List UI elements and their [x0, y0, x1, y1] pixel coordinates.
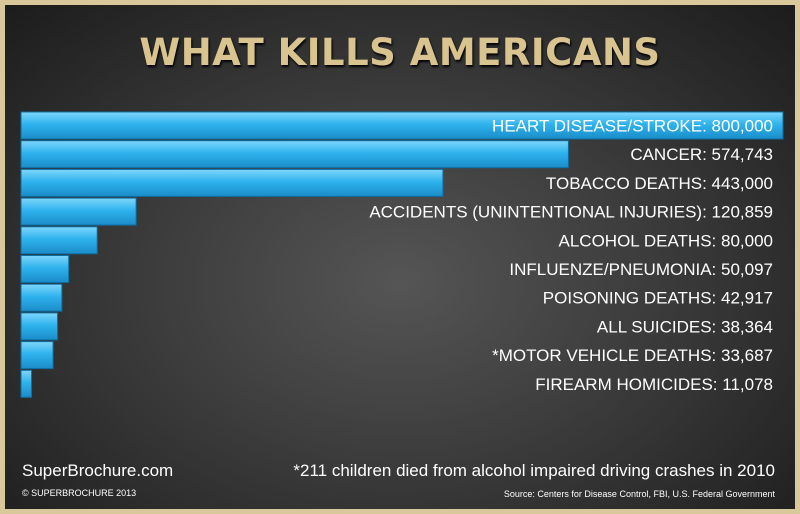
- bar-label-7: ALL SUICIDES: 38,364: [597, 317, 773, 336]
- bar-label-3: ACCIDENTS (UNINTENTIONAL INJURIES): 120,…: [369, 203, 773, 222]
- bar-label-4: ALCOHOL DEATHS: 80,000: [559, 231, 773, 250]
- bar-label-2: TOBACCO DEATHS: 443,000: [546, 174, 773, 193]
- bar-label-8: *MOTOR VEHICLE DEATHS: 33,687: [492, 346, 773, 365]
- labels-group: HEART DISEASE/STROKE: 800,000 CANCER: 574…: [369, 117, 773, 394]
- source-text: Source: Centers for Disease Control, FBI…: [503, 489, 775, 499]
- chart-title: WHAT KILLS AMERICANS: [139, 31, 661, 74]
- bar-label-9: FIREARM HOMICIDES: 11,078: [535, 375, 773, 394]
- bar-7: [20, 312, 59, 341]
- bar-label-5: INFLUENZE/PNEUMONIA: 50,097: [509, 260, 773, 279]
- bar-4: [20, 226, 98, 255]
- chart-panel: WHAT KILLS AMERICANS HEART DISEASE/STROK…: [5, 5, 795, 509]
- site-name: SuperBrochure.com: [22, 461, 174, 480]
- bar-9: [20, 369, 33, 398]
- footnote-text: *211 children died from alcohol impaired…: [293, 461, 775, 480]
- bar-8: [20, 341, 54, 370]
- bar-2: [20, 168, 444, 197]
- bar-label-0: HEART DISEASE/STROKE: 800,000: [492, 117, 773, 136]
- copyright-text: © SUPERBROCHURE 2013: [22, 488, 137, 498]
- bar-1: [20, 140, 569, 169]
- bar-0: [20, 111, 784, 140]
- bars-group: [20, 111, 784, 398]
- bar-3: [20, 197, 137, 226]
- bar-6: [20, 283, 63, 312]
- bar-label-6: POISONING DEATHS: 42,917: [543, 289, 773, 308]
- bar-chart: HEART DISEASE/STROKE: 800,000 CANCER: 574…: [20, 111, 784, 398]
- bar-label-1: CANCER: 574,743: [630, 145, 773, 164]
- bar-5: [20, 255, 70, 283]
